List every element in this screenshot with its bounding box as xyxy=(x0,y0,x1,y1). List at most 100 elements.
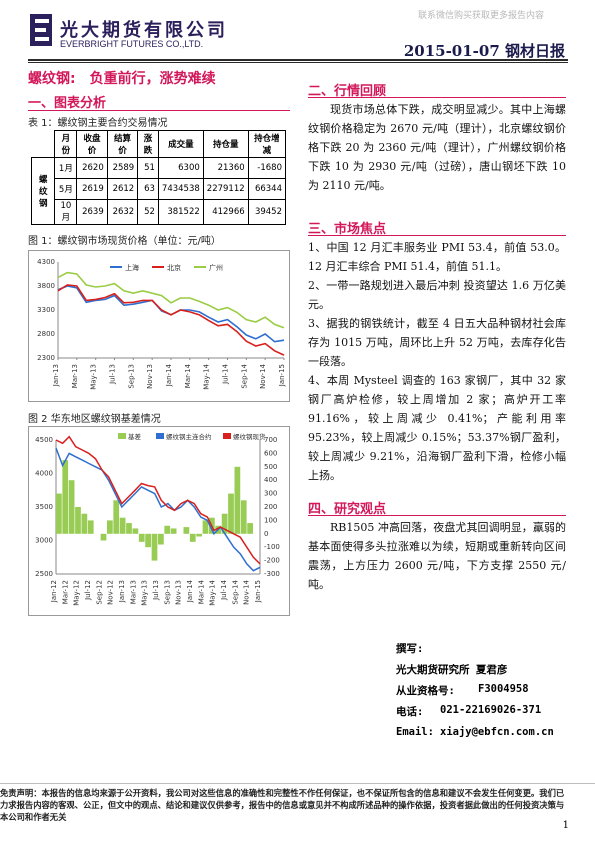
x-tick-label: Nov-12 xyxy=(107,580,115,605)
table-cell: 21360 xyxy=(202,157,249,179)
x-tick-label: May-14 xyxy=(203,363,211,389)
basis-chart: 2500 3000 3500 4000 4500 -300 -200 -100 0 100 200 3… xyxy=(28,426,290,616)
table-cell: 66344 xyxy=(247,178,287,200)
basis-bar xyxy=(138,533,145,542)
email-label: Email: xyxy=(396,726,434,738)
y-tick-label: 3000 xyxy=(35,537,53,545)
y2-tick-label: 600 xyxy=(264,449,277,457)
x-tick-label: May-14 xyxy=(209,579,217,605)
basis-bar xyxy=(196,533,202,537)
section2-text: 现货市场总体下跌，成交明显减少。其中上海螺纹钢价格稳定为 2670 元/吨（理计… xyxy=(308,103,566,192)
x-tick-label: Jan-13 xyxy=(52,364,60,387)
basis-bar xyxy=(202,520,209,534)
table-cell: 2620 xyxy=(76,157,108,179)
y2-tick-label: 100 xyxy=(264,516,277,524)
table-row: 5月 2619 2612 63 7434538 2279112 66344 xyxy=(32,178,287,200)
basis-bar xyxy=(75,507,81,534)
table-cell: 51 xyxy=(137,157,159,179)
header-divider xyxy=(28,59,568,61)
y2-tick-label: 300 xyxy=(264,490,277,498)
x-tick-label: Sep-12 xyxy=(95,580,103,605)
x-tick-label: Sep-14 xyxy=(231,579,239,604)
x-tick-label: Mar-14 xyxy=(184,363,192,388)
basis-bar xyxy=(151,533,158,561)
y-tick-label: 2800 xyxy=(37,330,55,338)
x-tick-label: May-12 xyxy=(73,580,81,606)
y-tick-label: 4000 xyxy=(35,470,53,478)
series-line xyxy=(57,285,285,343)
section3-title: 三、市场焦点 xyxy=(308,222,387,237)
x-tick-label: May-13 xyxy=(90,364,98,390)
report-date-title: 2015-01-07 钢材日报 xyxy=(403,42,565,60)
table-row: 螺纹钢 1月 2620 2589 51 6300 21360 -1680 xyxy=(30,157,287,225)
basis-bar xyxy=(164,525,171,534)
table-cell: 2639 xyxy=(76,199,108,225)
basis-bar xyxy=(107,520,113,534)
basis-bar xyxy=(100,533,107,541)
table-row-label: 螺纹钢 xyxy=(30,157,56,225)
x-tick-label: Sep-13 xyxy=(127,364,135,389)
basis-bar xyxy=(56,493,62,534)
table-cell: 7434538 xyxy=(157,178,204,200)
x-tick-label: Jan-12 xyxy=(50,580,58,603)
x-tick-label: Mar-12 xyxy=(61,580,69,604)
watermark: 联系微信购买获取更多报告内容 xyxy=(418,11,545,21)
legend-label: 上海 xyxy=(125,263,139,272)
table-header-cell: 收盘价 xyxy=(76,130,108,158)
y2-tick-label: 0 xyxy=(264,530,268,538)
table-cell: 5月 xyxy=(54,178,78,200)
author-name: 光大期货研究所 夏君彦 xyxy=(396,664,508,676)
y-tick-label: 3800 xyxy=(37,282,55,290)
chart-frame xyxy=(28,426,290,616)
series-line xyxy=(55,435,261,565)
series-line xyxy=(57,271,285,329)
series-line xyxy=(55,447,261,572)
legend-swatch xyxy=(156,433,164,439)
y2-tick-label: 500 xyxy=(264,463,277,471)
x-tick-label: May-13 xyxy=(141,580,149,606)
x-tick-label: Jul-14 xyxy=(220,579,228,600)
focus-item: 1、中国 12 月汇丰服务业 PMI 53.4，前值 53.0。12 月汇丰综合… xyxy=(308,241,566,273)
basis-bar xyxy=(247,523,253,534)
email-address[interactable]: xiajy@ebfcn.com.cn xyxy=(440,726,554,738)
figure1-caption: 图 1：螺纹钢市场现货价格（单位：元/吨） xyxy=(28,236,221,247)
y2-tick-label: 200 xyxy=(264,503,277,511)
table-cell: 52 xyxy=(137,199,159,225)
x-tick-label: Jan-15 xyxy=(278,364,286,387)
basis-bar xyxy=(62,460,69,534)
x-tick-label: Nov-13 xyxy=(146,364,154,389)
legend-swatch xyxy=(118,433,126,439)
table-cell: 1月 xyxy=(54,157,78,179)
table-corner xyxy=(32,131,55,158)
basis-bar xyxy=(113,500,120,534)
table-cell: -1680 xyxy=(247,157,287,179)
legend-label: 北京 xyxy=(167,263,181,272)
x-tick-label: Jul-12 xyxy=(84,580,92,601)
y-tick-label: 2500 xyxy=(35,570,53,578)
table-header-cell: 涨跌 xyxy=(137,130,159,158)
table-cell: 412966 xyxy=(202,199,249,225)
series-line xyxy=(57,284,285,356)
footer-divider xyxy=(0,783,595,784)
chart-frame xyxy=(28,250,290,402)
contract-table: 月份 收盘价 结算价 涨跌 成交量 持仓量 持仓增减 螺纹钢 1月 2620 2… xyxy=(30,130,287,225)
spot-price-chart: 2300 2800 3300 3800 4300 Jan-13 Mar-13 May-13 Ju… xyxy=(28,250,290,402)
x-tick-label: Jul-13 xyxy=(152,580,160,601)
basis-bar xyxy=(119,517,126,534)
main-title: 螺纹钢: 负重前行，涨势难续 xyxy=(28,71,216,87)
basis-bar xyxy=(126,523,132,534)
table-cell: 2279112 xyxy=(202,178,249,200)
page-number: 1 xyxy=(562,820,569,831)
y-tick-label: 2300 xyxy=(37,354,55,362)
table-cell: 2589 xyxy=(106,157,139,179)
section4-text: RB1505 冲高回落，夜盘尤其回调明显，羸弱的基本面使得多头拉涨难以为续，短期… xyxy=(308,521,566,591)
legend-label: 基差 xyxy=(128,432,142,441)
table-cell: 10月 xyxy=(54,199,78,225)
section1-underline xyxy=(28,110,290,111)
basis-bar xyxy=(189,533,196,542)
x-tick-label: Mar-13 xyxy=(71,364,79,388)
legend-label: 广州 xyxy=(209,263,223,272)
x-tick-label: Mar-14 xyxy=(197,579,205,604)
y-tick-label: 4500 xyxy=(35,436,53,444)
table-cell: 63 xyxy=(137,178,159,200)
